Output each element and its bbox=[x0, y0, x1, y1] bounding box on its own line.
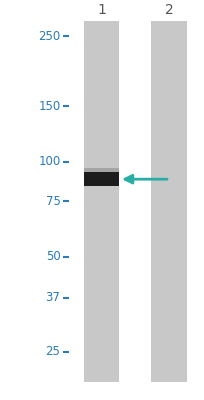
Text: 250: 250 bbox=[38, 30, 60, 42]
Text: 150: 150 bbox=[38, 100, 60, 113]
Text: 2: 2 bbox=[164, 3, 173, 17]
Text: 75: 75 bbox=[45, 194, 60, 208]
Text: 1: 1 bbox=[96, 3, 105, 17]
Text: 50: 50 bbox=[45, 250, 60, 263]
Text: 25: 25 bbox=[45, 345, 60, 358]
Text: 37: 37 bbox=[45, 292, 60, 304]
Bar bbox=[151, 20, 186, 382]
Bar bbox=[84, 172, 118, 186]
Text: 100: 100 bbox=[38, 155, 60, 168]
Bar bbox=[83, 20, 119, 382]
Bar bbox=[84, 168, 118, 172]
